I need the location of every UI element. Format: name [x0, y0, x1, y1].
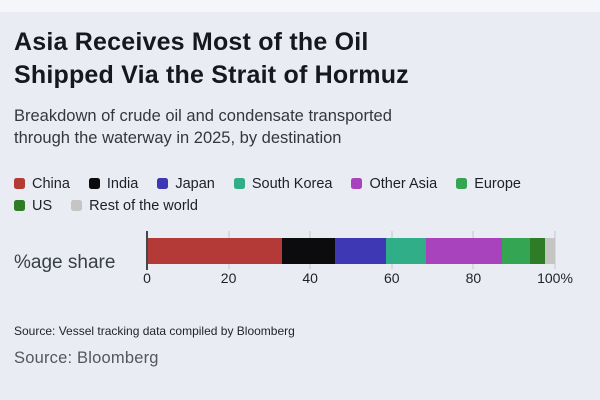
source-note: Source: Vessel tracking data compiled by…: [14, 324, 295, 338]
source-footer: Source: Bloomberg: [14, 349, 159, 367]
bar-segment-south-korea: [385, 238, 427, 264]
legend-row: US Rest of the world: [14, 196, 586, 215]
legend: China India Japan South Korea Other Asia Euro…: [14, 174, 586, 215]
x-tick-label: 40: [302, 270, 318, 286]
legend-item-other-asia: Other Asia: [351, 176, 437, 192]
plot: 0 20 40 60 80 100%: [143, 231, 573, 288]
chart-title: Asia Receives Most of the Oil Shipped Vi…: [14, 0, 586, 92]
legend-label: Other Asia: [369, 175, 438, 192]
legend-label: India: [106, 175, 139, 192]
legend-swatch-icon: [71, 200, 83, 211]
legend-item-china: China: [14, 176, 70, 192]
legend-swatch-icon: [14, 178, 25, 189]
legend-item-rest-of-the-world: Rest of the world: [71, 198, 198, 214]
legend-swatch-icon: [456, 178, 468, 189]
legend-label: China: [32, 175, 70, 192]
tick-line: [554, 231, 556, 269]
legend-label: Japan: [175, 175, 215, 192]
chart-title-line-1: Asia Receives Most of the Oil: [14, 28, 369, 56]
y-axis-label: %age share: [14, 252, 116, 273]
legend-swatch-icon: [157, 178, 169, 189]
legend-swatch-icon: [88, 178, 100, 189]
bar-segment-rest-of-the-world: [544, 238, 555, 264]
legend-item-japan: Japan: [157, 176, 215, 192]
x-tick-label: 20: [220, 270, 237, 286]
legend-swatch-icon: [14, 200, 25, 211]
legend-label: US: [32, 197, 53, 214]
bar-segment-other-asia: [426, 238, 502, 264]
legend-label: South Korea: [251, 175, 333, 192]
legend-swatch-icon: [233, 178, 245, 189]
x-tick-label: 0: [143, 270, 151, 286]
bar-segment-us: [530, 238, 545, 264]
legend-item-europe: Europe: [456, 176, 521, 192]
x-tick-label: 80: [465, 270, 482, 286]
legend-swatch-icon: [351, 178, 363, 189]
legend-item-us: US: [14, 198, 52, 214]
legend-label: Europe: [474, 175, 521, 192]
legend-row: China India Japan South Korea Other Asia Euro…: [14, 174, 586, 193]
x-tick-label: 60: [384, 270, 400, 286]
bar-segment-india: [281, 238, 335, 264]
bar-segment-europe: [501, 238, 531, 264]
bar-segment-japan: [334, 238, 386, 264]
stacked-bar: [147, 238, 555, 264]
x-axis-labels: 0 20 40 60 80 100%: [143, 270, 573, 288]
legend-label: Rest of the world: [89, 197, 198, 214]
chart-subtitle-line-2: through the waterway in 2025, by destina…: [14, 129, 342, 147]
bar-segment-china: [147, 238, 282, 264]
x-tick-label: 100%: [537, 270, 573, 286]
chart-title-line-2: Shipped Via the Strait of Hormuz: [14, 61, 409, 89]
legend-item-south-korea: South Korea: [233, 175, 333, 192]
top-strip: [0, 0, 600, 12]
chart-subtitle: Breakdown of crude oil and condensate tr…: [14, 105, 586, 149]
bar-wrap: [146, 231, 556, 270]
zero-axis-line: [146, 231, 148, 270]
chart-subtitle-line-1: Breakdown of crude oil and condensate tr…: [14, 107, 392, 125]
chart-area: %age share 0 20 40 60 80 100%: [14, 231, 586, 288]
legend-item-india: India: [88, 175, 139, 192]
